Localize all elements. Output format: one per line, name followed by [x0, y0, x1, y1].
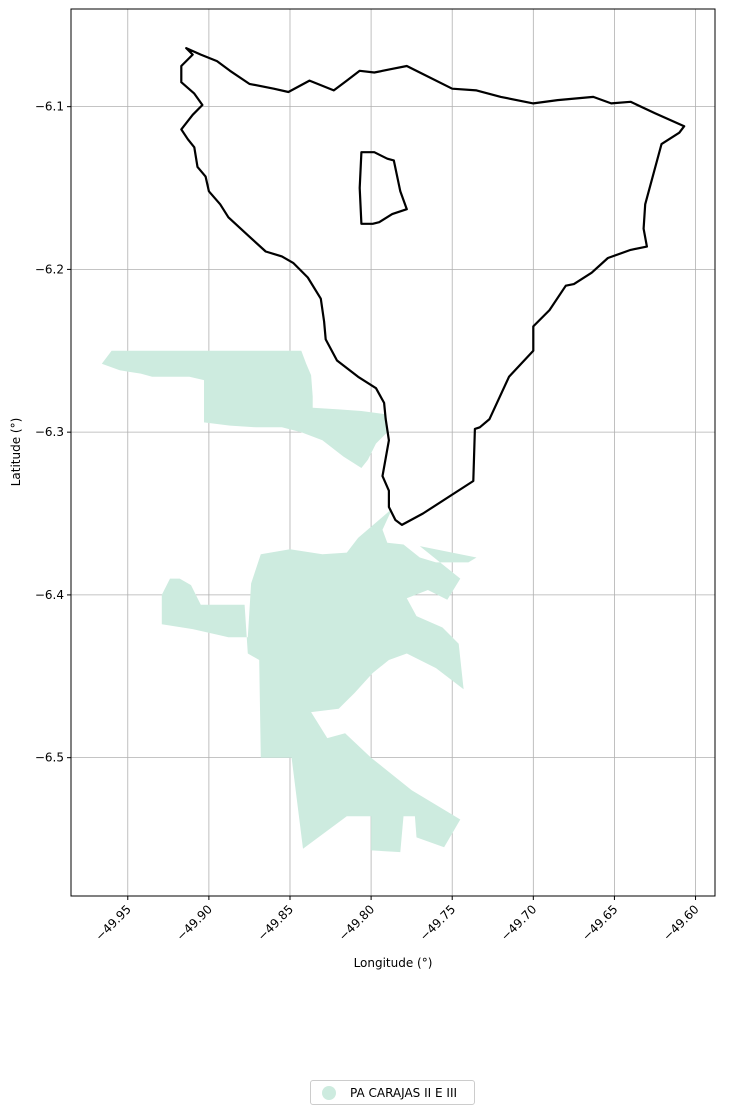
- x-tick-label-4: −49.75: [417, 902, 458, 943]
- x-tick-label-7: −49.60: [660, 902, 701, 943]
- plot-frame: [70, 8, 716, 897]
- y-tick-label-2: −6.3: [35, 425, 64, 439]
- area-fill-layer: [101, 350, 477, 853]
- x-tick-label-2: −49.85: [255, 902, 296, 943]
- x-tick-label-1: −49.90: [174, 902, 215, 943]
- y-tick-label-0: −6.1: [35, 100, 64, 114]
- area-polygon-0-0: [101, 350, 388, 468]
- x-tick-label-6: −49.65: [579, 902, 620, 943]
- area-polygon-0-1: [161, 508, 477, 853]
- x-tick-label-0: −49.95: [93, 902, 134, 943]
- y-tick-label-3: −6.4: [35, 588, 64, 602]
- legend-swatch: [322, 1085, 336, 1100]
- map-figure: −49.95 −49.90 −49.85 −49.80 −49.75 −49.70 −49.…: [9, 8, 716, 970]
- legend-label: PA CARAJAS II E III: [350, 1085, 458, 1100]
- y-tick-label-4: −6.5: [35, 751, 64, 765]
- x-tick-label-3: −49.80: [336, 902, 377, 943]
- y-axis-label: Latitude (°): [9, 418, 23, 487]
- y-tick-label-1: −6.2: [35, 262, 64, 276]
- boundary-outline-layer: [180, 46, 686, 527]
- axis-ticks: −49.95 −49.90 −49.85 −49.80 −49.75 −49.70 −49.…: [35, 100, 702, 944]
- grid-lines: [71, 9, 715, 896]
- outer-ring-boundary: [180, 46, 686, 527]
- x-axis-label: Longitude (°): [354, 956, 433, 970]
- x-tick-label-5: −49.70: [498, 902, 539, 943]
- legend: PA CARAJAS II E III: [310, 1080, 475, 1105]
- inner-ring-boundary: [358, 151, 408, 225]
